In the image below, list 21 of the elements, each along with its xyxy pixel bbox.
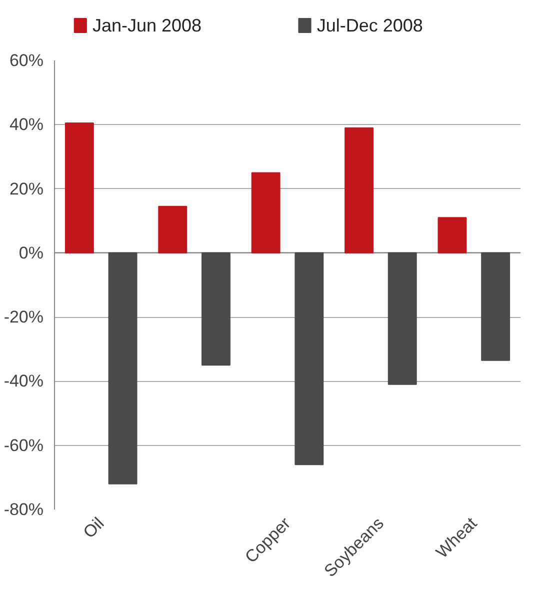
bar (251, 172, 280, 254)
y-tick-label: 20% (9, 179, 44, 198)
y-tick-label: -20% (4, 308, 44, 327)
bar (388, 252, 417, 385)
y-tick-label: 60% (9, 51, 44, 70)
legend-label: Jan-Jun 2008 (92, 16, 202, 36)
bar (294, 252, 324, 466)
y-tick-label: 0% (18, 243, 44, 262)
bar (108, 252, 138, 484)
x-tick-label: Oil (80, 514, 108, 542)
y-tick-label: -40% (4, 372, 44, 391)
bar (438, 217, 467, 254)
bar (481, 252, 510, 361)
bar (158, 206, 188, 254)
y-tick-label: -60% (4, 436, 44, 455)
bar (64, 122, 94, 254)
legend-label: Jul-Dec 2008 (316, 16, 423, 36)
bar (201, 252, 230, 366)
bar (344, 127, 374, 254)
y-tick-label: -80% (4, 500, 44, 519)
y-tick-label: 40% (9, 115, 44, 134)
